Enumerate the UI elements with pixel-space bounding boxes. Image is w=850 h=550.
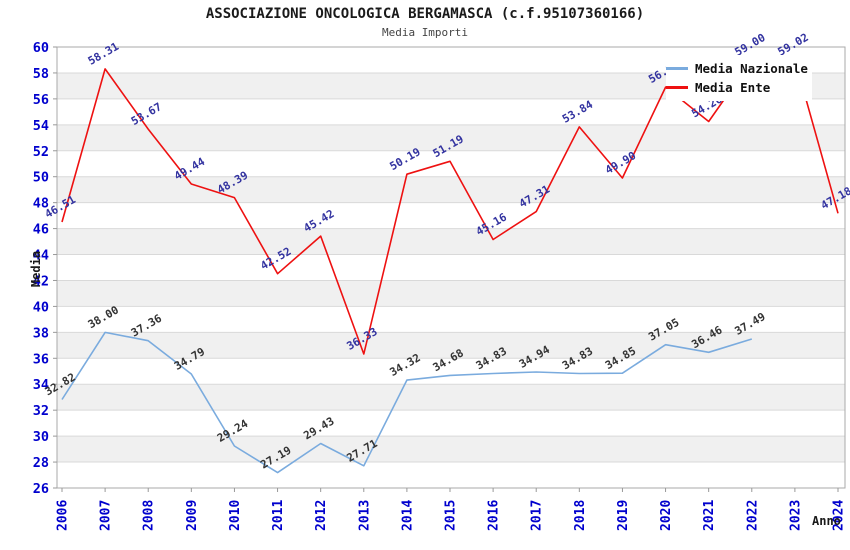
plot-band: [57, 280, 845, 307]
plot-band: [57, 384, 845, 411]
legend-swatch-media-nazionale-icon: [666, 67, 688, 70]
plot-band: [57, 176, 845, 203]
y-tick-label: 32: [33, 403, 49, 419]
data-label-media-ente: 53.84: [560, 98, 596, 126]
legend-item-media-ente: Media Ente: [666, 80, 812, 95]
legend: Media Nazionale Media Ente: [666, 55, 812, 101]
x-tick-label: 2024: [832, 500, 847, 531]
y-tick-label: 40: [33, 299, 49, 315]
y-tick-label: 56: [33, 92, 49, 108]
data-label-media-ente: 53.67: [129, 100, 164, 128]
y-axis-title: Media: [29, 250, 43, 288]
y-tick-label: 60: [33, 40, 49, 56]
legend-item-media-nazionale: Media Nazionale: [666, 61, 812, 76]
plot-band: [57, 332, 845, 359]
x-tick-label: 2021: [702, 500, 717, 531]
y-tick-label: 26: [33, 481, 49, 497]
x-tick-label: 2018: [573, 500, 588, 531]
x-tick-label: 2007: [99, 500, 114, 531]
x-tick-label: 2014: [400, 500, 415, 531]
plot-band: [57, 124, 845, 151]
plot-border: [56, 46, 846, 489]
series-line-media-ente: [61, 58, 839, 355]
x-tick-label: 2009: [185, 500, 200, 531]
y-tick-label: 48: [33, 196, 49, 212]
data-label-media-ente: 49.90: [603, 149, 638, 177]
y-tick-label: 34: [33, 377, 49, 393]
x-axis-title: Anno: [812, 514, 841, 528]
x-tick-label: 2022: [745, 500, 760, 531]
legend-label: Media Ente: [695, 80, 771, 95]
chart-title: ASSOCIAZIONE ONCOLOGICA BERGAMASCA (c.f.…: [205, 6, 645, 22]
data-label-media-nazionale: 38.00: [86, 303, 121, 331]
data-label-media-ente: 58.31: [86, 40, 122, 68]
series-line-media-nazionale: [61, 331, 753, 474]
chart-subtitle: Media Importi: [381, 26, 469, 39]
x-tick-label: 2017: [530, 500, 545, 531]
y-tick-label: 36: [33, 351, 49, 367]
legend-label: Media Nazionale: [695, 61, 808, 76]
x-tick-label: 2013: [357, 500, 372, 531]
x-tick-label: 2020: [659, 500, 674, 531]
y-tick-label: 30: [33, 429, 49, 445]
x-tick-label: 2016: [487, 500, 502, 531]
x-tick-label: 2008: [142, 500, 157, 531]
y-tick-label: 44: [33, 248, 49, 264]
x-tick-label: 2006: [56, 500, 71, 531]
x-tick-label: 2012: [314, 500, 329, 531]
y-tick-label: 42: [33, 273, 49, 289]
x-tick-label: 2019: [616, 500, 631, 531]
x-tick-label: 2010: [228, 500, 243, 531]
plot-band: [57, 436, 845, 463]
plot-band: [57, 228, 845, 255]
y-tick-label: 46: [33, 222, 49, 238]
y-tick-label: 54: [33, 118, 49, 134]
y-tick-label: 50: [33, 170, 49, 186]
x-tick-label: 2015: [444, 500, 459, 531]
y-tick-label: 58: [33, 66, 49, 82]
x-tick-label: 2023: [788, 500, 803, 531]
legend-swatch-media-ente-icon: [666, 86, 688, 89]
y-tick-label: 38: [33, 325, 49, 341]
y-tick-label: 52: [33, 144, 49, 160]
y-tick-label: 28: [33, 455, 49, 471]
x-tick-label: 2011: [271, 500, 286, 531]
